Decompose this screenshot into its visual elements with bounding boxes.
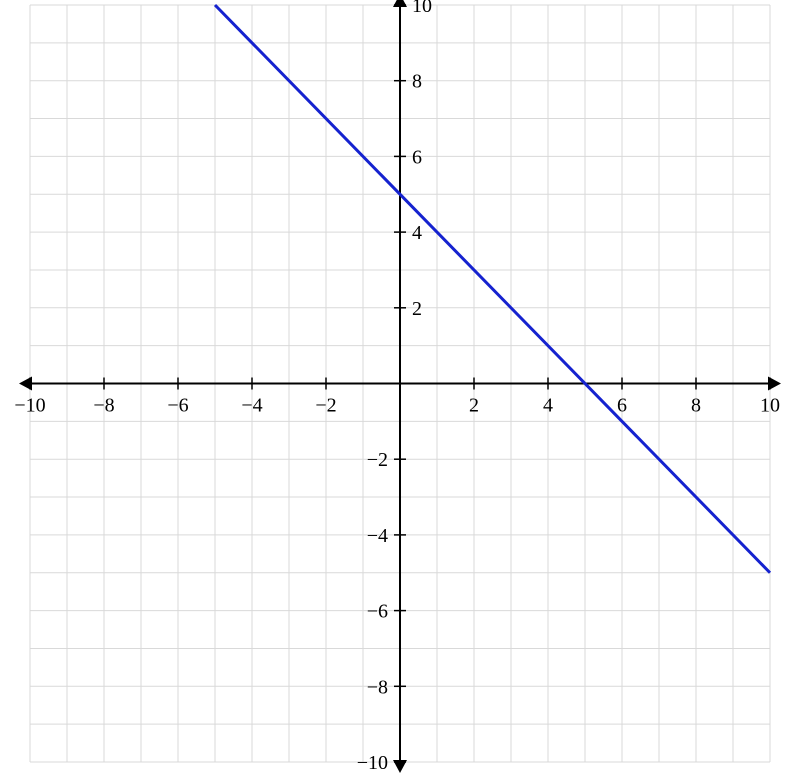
y-tick-label: 10 bbox=[412, 0, 432, 17]
chart-svg: −10 −8 −6 −4 −2 2 4 6 8 10 −10 −8 −6 −4 −2 2 4 6 8 10 bbox=[0, 0, 800, 782]
y-tick-label: −4 bbox=[367, 525, 388, 547]
x-tick-label: −8 bbox=[93, 395, 114, 417]
y-tick-label: −8 bbox=[367, 676, 388, 698]
x-tick-label: 4 bbox=[543, 395, 553, 417]
x-tick-label: −4 bbox=[241, 395, 262, 417]
y-tick-label: 2 bbox=[412, 298, 422, 320]
x-tick-label: 2 bbox=[469, 395, 479, 417]
y-tick-label: 4 bbox=[412, 222, 422, 244]
y-tick-label: −2 bbox=[367, 449, 388, 471]
x-tick-label: 6 bbox=[617, 395, 627, 417]
x-tick-label: −6 bbox=[167, 395, 188, 417]
y-tick-label: 8 bbox=[412, 71, 422, 93]
x-tick-label: 8 bbox=[691, 395, 701, 417]
coordinate-plane-chart: −10 −8 −6 −4 −2 2 4 6 8 10 −10 −8 −6 −4 −2 2 4 6 8 10 bbox=[0, 0, 800, 782]
y-tick-label: 6 bbox=[412, 146, 422, 168]
x-tick-label: −10 bbox=[14, 395, 45, 417]
y-tick-label: −10 bbox=[357, 752, 388, 774]
x-tick-label: 10 bbox=[760, 395, 780, 417]
y-tick-label: −6 bbox=[367, 601, 388, 623]
x-tick-label: −2 bbox=[315, 395, 336, 417]
